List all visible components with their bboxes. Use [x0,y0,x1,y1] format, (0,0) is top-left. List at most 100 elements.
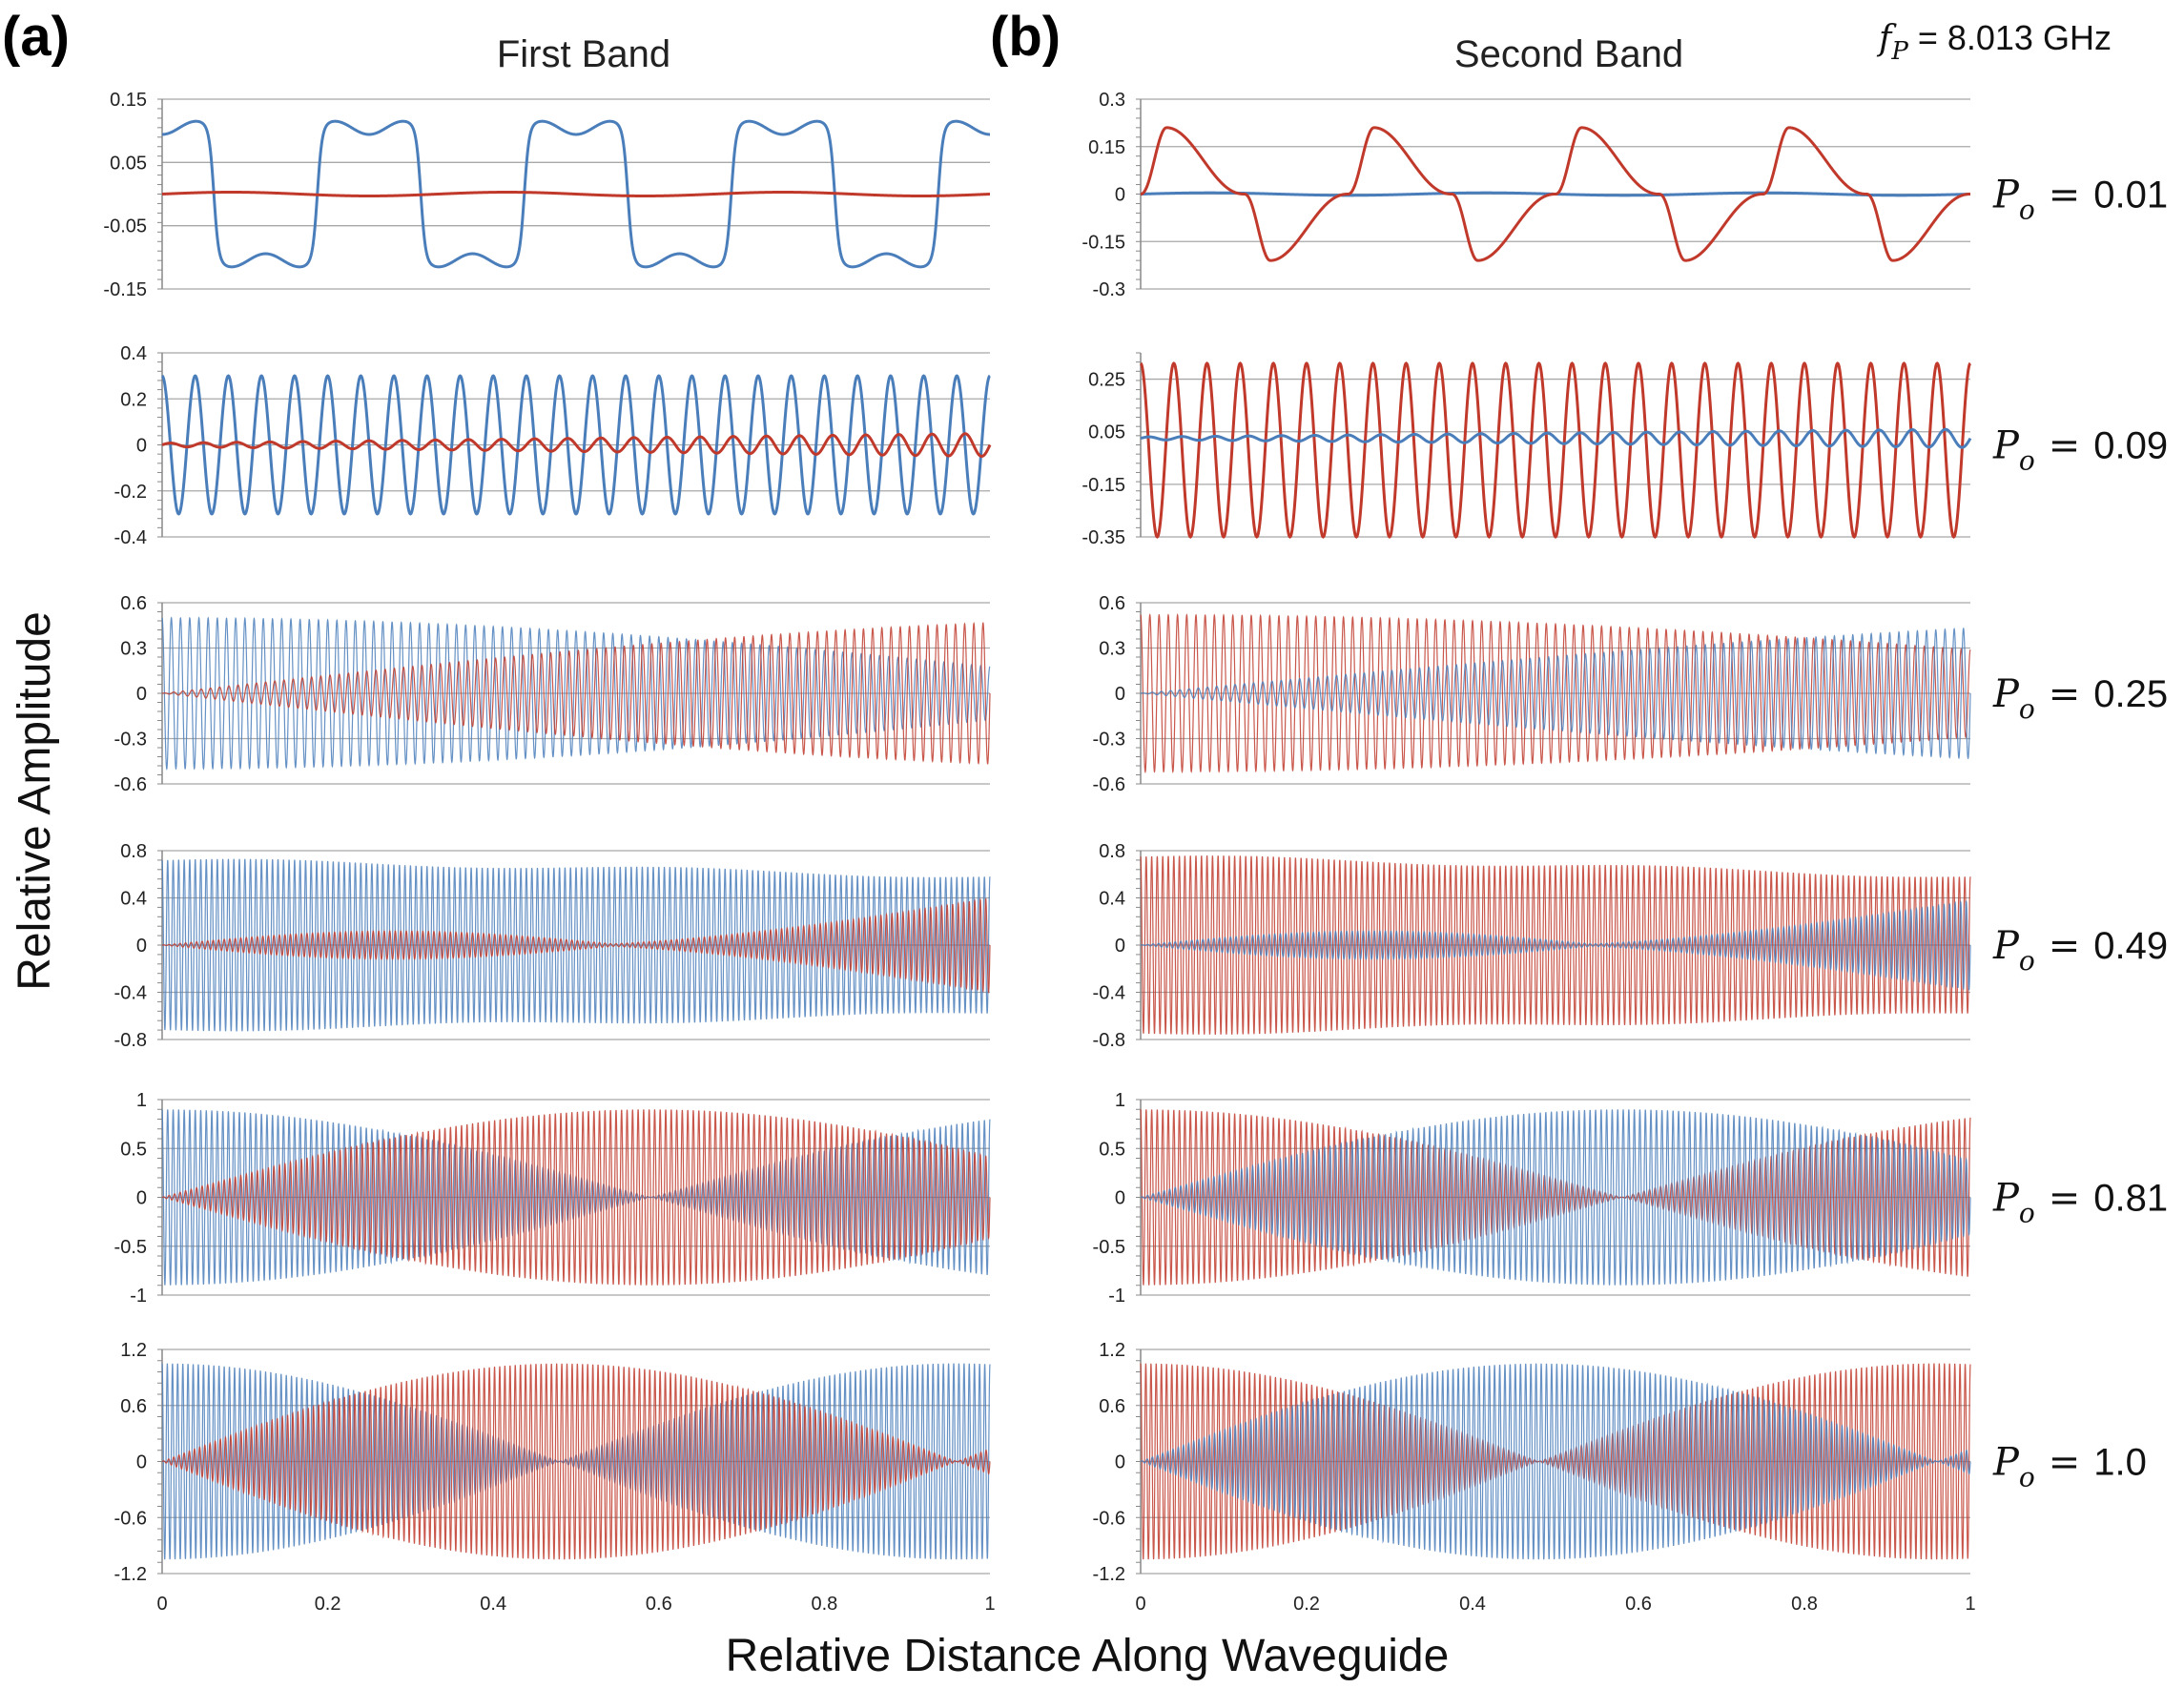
series-red-line [161,191,991,197]
subplot-a-row-2: 0.4 0.2 0 -0.2 -0.4 [114,343,992,548]
subplot-b-row-5: 1 0.5 0 -0.5 -1 Po = 0.81 [1093,1090,2169,1307]
y-tick-label: -0.5 [114,1237,147,1258]
series-blue-line [1140,1363,1971,1560]
y-tick-label: -0.2 [114,482,147,503]
y-tick-label: 0.8 [1099,841,1125,862]
series-red-line [1140,126,1970,262]
y-tick-label: -0.3 [1093,730,1125,751]
x-tick-label: 0.2 [1293,1594,1320,1615]
y-tick-label: -0.3 [1093,279,1125,300]
x-tick-label: 0.8 [811,1594,837,1615]
x-tick-label: 1 [1965,1594,1975,1615]
y-tick-label: -1.2 [114,1564,147,1585]
y-tick-label: -0.4 [1093,983,1125,1004]
y-tick-label: 0 [1115,936,1125,957]
y-tick-label: -0.6 [1093,774,1125,795]
po-equals: = [2049,424,2081,468]
x-tick-label: 0.4 [1459,1594,1486,1615]
x-tick-label: 0 [156,1594,167,1615]
y-tick-label: 1 [136,1090,147,1111]
series-red-line [1140,613,1971,774]
subplot-b-row-1: 0.3 0.15 0 -0.15 -0.3 Po = 0.01 [1082,90,2168,300]
y-tick-label: 0 [1115,684,1125,705]
y-tick-label: -0.5 [1093,1237,1125,1258]
series-blue-line [161,616,991,771]
y-tick-label: 0.05 [110,153,147,174]
y-tick-label: -1.2 [1093,1564,1125,1585]
y-tick-label: 0.6 [120,593,147,614]
pump-frequency-label: fP = 8.013 GHz [1876,18,2112,66]
x-tick-label: 0 [1135,1594,1145,1615]
y-tick-label: -0.15 [103,279,147,300]
po-equals: = [2049,924,2081,968]
po-subscript: o [2019,693,2035,725]
y-tick-label: 0 [136,436,147,457]
po-label: Po = 0.25 [1992,672,2168,725]
subplot-a-row-1: 0.15 0.05 -0.05 -0.15 [103,90,991,300]
subplot-b-row-4: 0.8 0.4 0 -0.4 -0.8 Po = 0.49 [1093,841,2169,1051]
po-label: Po = 1.0 [1992,1441,2147,1493]
subplot-grid: 0.150.05-0.05-0.150.40.20-0.2-0.40.60.30… [103,90,2168,1615]
y-tick-label: 0 [136,1452,147,1473]
series-blue-line [161,119,991,269]
y-tick-label: 1 [1115,1090,1125,1111]
y-tick-label: 0.05 [1088,422,1125,443]
subplot-a-row-4: 0.8 0.4 0 -0.4 -0.8 [114,841,991,1051]
column-a-title: First Band [497,33,670,75]
po-symbol: P [1992,424,2020,468]
series-blue-line [161,858,991,1032]
y-tick-label: -0.4 [114,983,147,1004]
y-tick-label: -0.15 [1082,475,1125,496]
series-red-line [1140,361,1971,539]
fp-subscript: P [1890,37,1908,66]
subplot-b-row-2: 0.25 0.05 -0.15 -0.35 Po = 0.09 [1082,352,2168,548]
po-value: 0.25 [2093,673,2168,715]
y-tick-label: 0 [136,936,147,957]
po-subscript: o [2019,1198,2035,1229]
series-red-line [161,1363,991,1560]
y-tick-label: 0 [1115,185,1125,206]
series-red-line [161,1109,991,1286]
po-symbol: P [1992,1177,2020,1221]
y-tick-label: -0.6 [1093,1508,1125,1529]
y-tick-label: -0.6 [114,774,147,795]
po-value: 0.01 [2093,175,2168,216]
y-tick-label: 0.4 [1099,889,1125,910]
panel-a-letter: (a) [2,6,70,68]
subplot-a-row-5: 1 0.5 0 -0.5 -1 [114,1090,991,1307]
po-symbol: P [1992,174,2020,217]
po-value: 1.0 [2093,1442,2147,1484]
series-red-line [1140,855,1971,1035]
y-tick-label: 0 [1115,1452,1125,1473]
y-tick-label: -0.3 [114,730,147,751]
po-label: Po = 0.81 [1992,1177,2168,1229]
y-tick-label: 0.5 [120,1139,147,1160]
y-tick-label: 0.4 [120,889,147,910]
po-symbol: P [1992,924,2020,968]
po-subscript: o [2019,945,2035,977]
series-blue-line [1140,1109,1971,1286]
po-value: 0.81 [2093,1178,2168,1220]
po-symbol: P [1992,1441,2020,1485]
po-label: Po = 0.09 [1992,424,2168,477]
column-b-title: Second Band [1454,33,1683,75]
y-tick-label: 1.2 [1099,1340,1125,1361]
y-tick-label: -1 [130,1286,147,1307]
po-value: 0.49 [2093,925,2168,967]
x-tick-label: 0.2 [315,1594,341,1615]
y-tick-label: 0.5 [1099,1139,1125,1160]
y-tick-label: 0.2 [120,389,147,410]
subplot-b-row-6: 1.2 0.6 0 -0.6 -1.2 0 0.2 0.4 0.6 0.8 1 Po = 1.0 [1093,1340,2147,1615]
y-tick-label: -0.8 [114,1030,147,1051]
po-equals: = [2049,1441,2081,1485]
y-tick-label: -0.4 [114,527,147,548]
y-tick-label: 0.3 [120,639,147,660]
series-red-line [162,897,991,994]
y-tick-label: 1.2 [120,1340,147,1361]
y-tick-label: -0.6 [114,1508,147,1529]
y-tick-label: 0.4 [120,343,147,364]
po-subscript: o [2019,1462,2035,1493]
po-equals: = [2049,174,2081,217]
y-tick-label: 0.6 [1099,593,1125,614]
